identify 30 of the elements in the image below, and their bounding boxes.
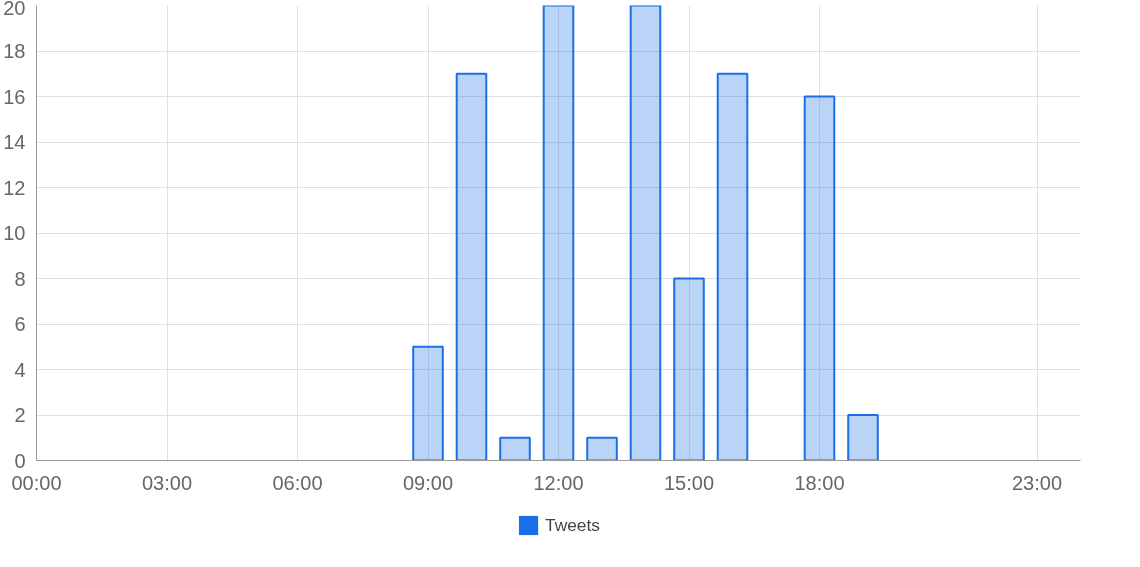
x-tick-label: 06:00 (272, 471, 323, 494)
bar (673, 277, 705, 461)
y-tick-label: 6 (14, 313, 26, 335)
y-tick-label: 0 (14, 449, 26, 472)
x-tick-label: 15:00 (663, 471, 715, 494)
legend-label: Tweets (545, 514, 600, 536)
x-tick-label: 12:00 (533, 471, 584, 494)
bar (803, 95, 836, 461)
bar (716, 72, 749, 461)
bar (586, 436, 618, 461)
bar (412, 345, 444, 461)
x-tick-label: 09:00 (402, 471, 454, 494)
x-tick-label: 23:00 (1011, 471, 1063, 494)
y-tick-label: 4 (14, 358, 26, 381)
y-tick-label: 20 (3, 0, 26, 19)
y-tick-label: 8 (14, 267, 26, 290)
y-tick-label: 16 (3, 85, 26, 108)
bar (847, 414, 879, 461)
y-tick-label: 12 (3, 176, 26, 199)
y-tick-label: 2 (14, 404, 26, 426)
bar (629, 5, 662, 461)
bar (499, 436, 531, 461)
bar (542, 5, 575, 461)
x-tick-label: 18:00 (794, 471, 845, 494)
y-tick-label: 18 (3, 40, 26, 62)
y-tick-label: 14 (3, 131, 26, 153)
x-tick-label: 03:00 (141, 471, 193, 494)
x-tick-label: 00:00 (11, 471, 62, 494)
bar (455, 72, 488, 461)
y-tick-label: 10 (3, 222, 26, 244)
